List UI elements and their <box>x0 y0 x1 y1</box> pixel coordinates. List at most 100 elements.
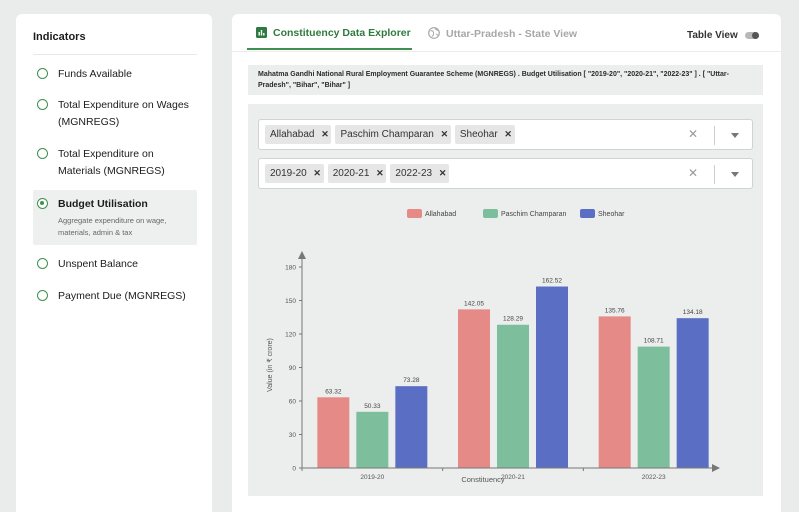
x-axis: 2019-20 2020-21 2022-23 <box>301 464 720 481</box>
bar-chart: Allahabad Paschim Champaran Sheohar 0 30 60 9… <box>266 209 720 484</box>
clear-icon[interactable]: ✕ <box>687 127 698 141</box>
indicator-expenditure-materials[interactable]: Total Expenditure on Materials (MGNREGS) <box>33 146 197 182</box>
y-tick-label: 0 <box>292 466 296 473</box>
x-axis-title: Constituency <box>461 475 505 484</box>
radio-icon[interactable] <box>37 99 48 110</box>
remove-chip-icon[interactable]: ✕ <box>504 129 512 139</box>
legend-label[interactable]: Paschim Champaran <box>501 211 566 218</box>
chevron-down-icon[interactable] <box>731 133 739 138</box>
chip-2019-20: 2019-20 ✕ <box>265 164 324 183</box>
remove-chip-icon[interactable]: ✕ <box>321 129 329 139</box>
select-separator <box>714 126 715 145</box>
bar[interactable] <box>395 386 428 468</box>
constituency-select[interactable]: Allahabad ✕ Paschim Champaran ✕ Sheohar ✕ ✕ <box>258 119 753 150</box>
legend-swatch[interactable] <box>580 209 595 218</box>
indicator-label: Total Expenditure on Materials (MGNREGS) <box>58 148 165 177</box>
legend-label[interactable]: Sheohar <box>598 211 625 218</box>
chevron-down-icon[interactable] <box>731 172 739 177</box>
indicator-description: Aggregate expenditure on wage, materials… <box>58 216 167 237</box>
active-tab-indicator <box>247 48 412 50</box>
indicator-expenditure-wages[interactable]: Total Expenditure on Wages (MGNREGS) <box>33 97 197 133</box>
chip-sheohar: Sheohar ✕ <box>454 125 515 144</box>
remove-chip-icon[interactable]: ✕ <box>376 168 384 178</box>
bars: 63.32 50.33 73.28 142.05 128.29 162.52 135.76 1… <box>317 278 709 468</box>
y-axis-title: Value (in ₹ crore) <box>266 338 274 392</box>
y-axis: 0 30 60 90 120 150 180 <box>285 251 306 473</box>
chip-2020-21: 2020-21 ✕ <box>327 164 387 183</box>
indicator-label: Payment Due (MGNREGS) <box>58 290 186 302</box>
bar[interactable] <box>536 286 568 468</box>
radio-icon[interactable] <box>37 290 48 301</box>
select-separator <box>714 165 715 184</box>
tab-state-view[interactable]: Uttar-Pradesh - State View <box>428 27 577 40</box>
indicator-unspent-balance[interactable]: Unspent Balance <box>33 256 197 276</box>
y-tick-label: 60 <box>289 399 297 406</box>
radio-icon[interactable] <box>37 258 48 269</box>
sidebar-divider <box>33 54 197 55</box>
x-tick-label: 2020-21 <box>501 474 525 481</box>
chip-label: Paschim Champaran <box>340 129 434 140</box>
indicator-label: Unspent Balance <box>58 258 138 270</box>
year-select[interactable]: 2019-20 ✕ 2020-21 ✕ 2022-23 ✕ ✕ <box>258 158 753 189</box>
radio-selected-icon[interactable] <box>37 198 48 209</box>
indicator-label: Budget Utilisation <box>58 198 148 210</box>
chip-label: Sheohar <box>459 129 498 140</box>
chip-allahabad: Allahabad ✕ <box>265 125 332 144</box>
bar-value-label: 50.33 <box>364 403 381 410</box>
x-tick-label: 2019-20 <box>360 474 384 481</box>
legend-swatch[interactable] <box>483 209 498 218</box>
bar-value-label: 128.29 <box>503 316 523 323</box>
remove-chip-icon[interactable]: ✕ <box>440 129 449 139</box>
table-view-toggle[interactable] <box>745 32 759 39</box>
globe-icon <box>428 27 440 39</box>
tab-constituency-explorer[interactable]: Constituency Data Explorer <box>256 27 411 39</box>
clear-icon[interactable]: ✕ <box>687 166 698 180</box>
bar-value-label: 142.05 <box>464 300 484 307</box>
chip-label: 2020-21 <box>332 168 370 179</box>
y-tick-label: 90 <box>289 365 297 372</box>
radio-icon[interactable] <box>37 68 48 79</box>
indicator-funds-available[interactable]: Funds Available <box>33 66 197 86</box>
radio-icon[interactable] <box>37 148 48 159</box>
bar-value-label: 108.71 <box>644 338 664 345</box>
chart-panel: Allahabad ✕ Paschim Champaran ✕ Sheohar ✕ ✕… <box>248 104 763 496</box>
tab-label: Uttar-Pradesh - State View <box>446 28 578 40</box>
legend-label[interactable]: Allahabad <box>425 211 456 218</box>
indicator-payment-due[interactable]: Payment Due (MGNREGS) <box>33 288 197 308</box>
tab-label: Constituency Data Explorer <box>273 27 411 39</box>
header-divider <box>232 51 781 52</box>
y-tick-label: 150 <box>285 298 296 305</box>
chip-paschim-champaran: Paschim Champaran ✕ <box>335 125 451 144</box>
bar[interactable] <box>497 324 529 468</box>
bar[interactable] <box>458 309 490 468</box>
indicator-budget-utilisation[interactable]: Budget Utilisation Aggregate expenditure… <box>33 190 197 245</box>
bar[interactable] <box>598 316 631 468</box>
x-tick-label: 2022-23 <box>642 474 666 481</box>
remove-chip-icon[interactable]: ✕ <box>313 168 321 178</box>
chip-label: Allahabad <box>270 129 315 140</box>
bar[interactable] <box>637 346 670 468</box>
chip-2022-23: 2022-23 ✕ <box>390 164 450 183</box>
chip-label: 2019-20 <box>270 168 307 179</box>
bar-value-label: 63.32 <box>325 388 342 395</box>
bar[interactable] <box>356 411 389 468</box>
x-axis-arrow <box>712 464 720 472</box>
indicators-sidebar: Indicators Funds Available Total Expendi… <box>16 14 212 512</box>
remove-chip-icon[interactable]: ✕ <box>438 168 447 178</box>
main-panel: Constituency Data Explorer Uttar-Pradesh… <box>232 14 781 512</box>
chart-subtitle: Mahatma Gandhi National Rural Employment… <box>248 65 763 95</box>
y-axis-arrow <box>298 251 306 259</box>
y-tick-label: 120 <box>285 332 296 339</box>
bar-value-label: 134.18 <box>683 309 703 316</box>
bar[interactable] <box>676 318 709 468</box>
y-tick-label: 180 <box>285 265 296 272</box>
table-view-label: Table View <box>687 30 738 41</box>
y-tick-label: 30 <box>289 432 297 439</box>
legend-swatch[interactable] <box>407 209 422 218</box>
indicator-label: Total Expenditure on Wages (MGNREGS) <box>58 99 189 128</box>
indicator-label: Funds Available <box>58 68 132 80</box>
sidebar-title: Indicators <box>33 31 86 43</box>
chip-label: 2022-23 <box>395 168 433 179</box>
bar[interactable] <box>317 397 350 468</box>
chart-legend: Allahabad Paschim Champaran Sheohar <box>407 209 625 218</box>
